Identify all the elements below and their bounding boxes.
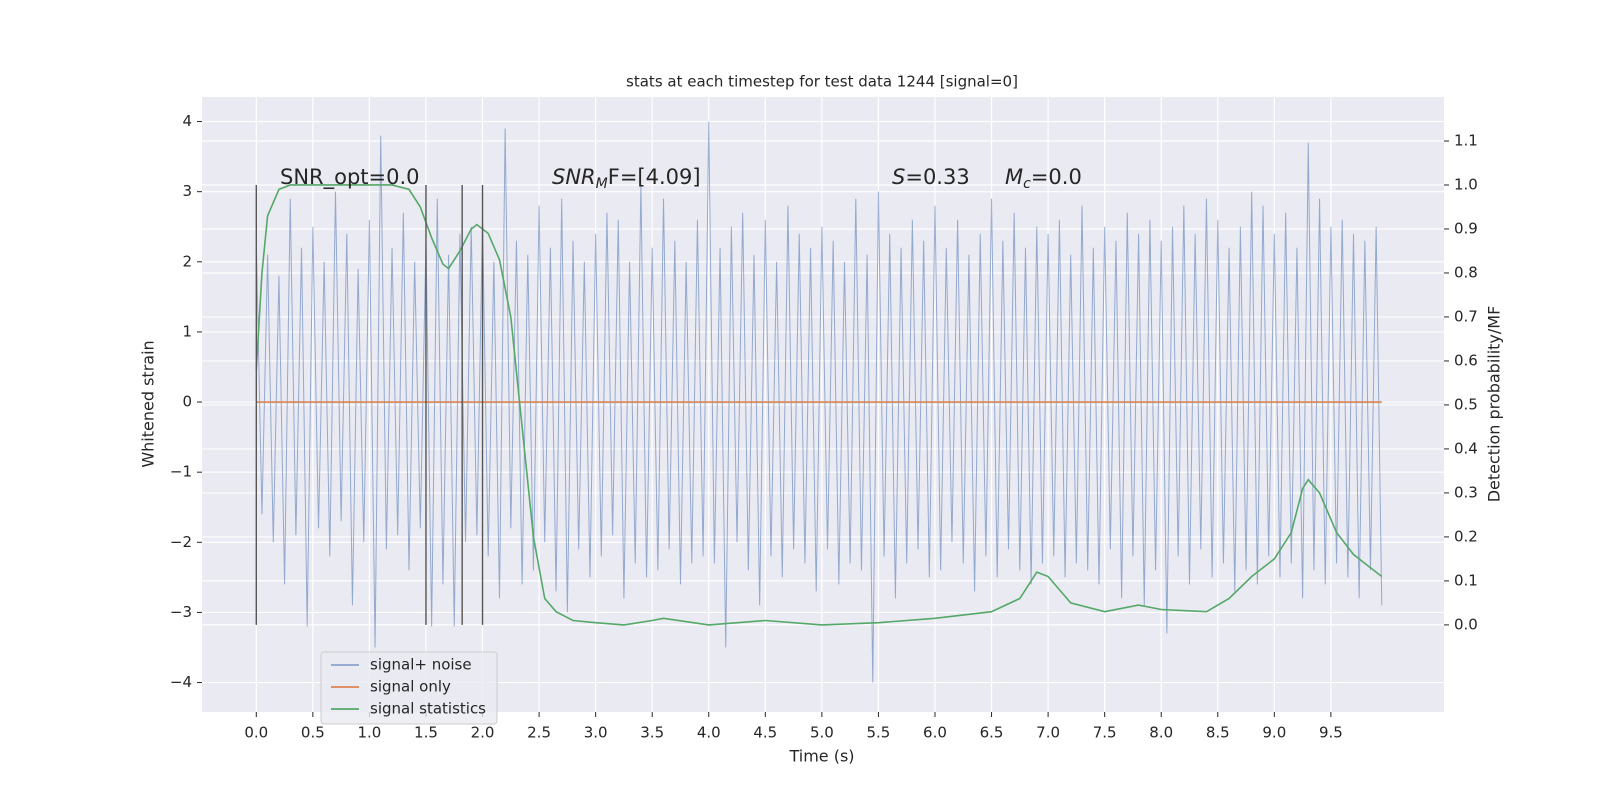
x-tick-label: 1.5 <box>414 724 438 742</box>
y2-tick-label: 0.9 <box>1454 219 1478 237</box>
ticks: 0.0 0.5 1.0 1.5 2.0 2.5 3.0 3.5 4.0 4.5 5.0 5.5 6.0 6… <box>170 112 1478 741</box>
legend-box <box>320 651 498 725</box>
x-tick-label: 9.5 <box>1319 724 1343 742</box>
y2-tick-label: 1.1 <box>1454 131 1478 149</box>
y-tick-label: 1 <box>182 322 192 340</box>
y-tick-label: −1 <box>170 463 192 481</box>
annotation-tail: F=[4.09] <box>608 165 701 189</box>
y-tick-label: 3 <box>182 182 192 200</box>
annotation: S=0.33 <box>892 165 970 189</box>
legend: signal+ noise signal only signal statistic… <box>320 651 498 725</box>
x-tick-label: 6.0 <box>923 724 947 742</box>
y2-tick-label: 0.0 <box>1454 615 1478 633</box>
y2-tick-label: 0.8 <box>1454 263 1478 281</box>
y-tick-label: 2 <box>182 252 192 270</box>
legend-label: signal statistics <box>370 700 486 718</box>
annotation-tail: =0.0 <box>1031 165 1082 189</box>
y-tick-label: 0 <box>182 393 192 411</box>
y2-tick-label: 1.0 <box>1454 175 1478 193</box>
x-tick-label: 5.5 <box>866 724 890 742</box>
series-line <box>255 184 1383 626</box>
y2-tick-label: 0.7 <box>1454 307 1478 325</box>
annotation: SNRMF=[4.09] <box>552 165 701 192</box>
x-tick-label: 4.5 <box>753 724 777 742</box>
y2-tick-label: 0.5 <box>1454 395 1478 413</box>
x-tick-label: 7.5 <box>1093 724 1117 742</box>
y2-tick-label: 0.1 <box>1454 571 1478 589</box>
y-tick-label: −2 <box>170 533 192 551</box>
annotation-sub: c <box>1023 176 1031 192</box>
x-tick-label: 8.5 <box>1206 724 1230 742</box>
annotation-base: SNR <box>552 165 596 189</box>
y-axis-label: Whitened strain <box>139 340 158 467</box>
series-line <box>255 121 1383 683</box>
annotations: SNR_opt=0.0 SNRMF=[4.09] S=0.33 Mc=0.0 <box>280 165 1082 192</box>
x-axis-label: Time (s) <box>788 747 854 766</box>
x-tick-label: 5.0 <box>810 724 834 742</box>
x-tick-label: 4.0 <box>697 724 721 742</box>
y-tick-label: 4 <box>182 112 192 130</box>
x-tick-label: 3.0 <box>584 724 608 742</box>
x-tick-label: 2.0 <box>471 724 495 742</box>
y2-axis-label: Detection probability/MF <box>1485 306 1504 503</box>
annotation: SNR_opt=0.0 <box>280 165 420 190</box>
y-tick-label: −3 <box>170 603 192 621</box>
x-tick-label: 2.5 <box>527 724 551 742</box>
x-tick-label: 8.0 <box>1149 724 1173 742</box>
annotation-sub: M <box>596 176 608 192</box>
x-tick-label: 7.0 <box>1036 724 1060 742</box>
legend-label: signal+ noise <box>370 656 472 674</box>
annotation-text: SNR_opt=0.0 <box>280 165 420 190</box>
x-tick-label: 0.5 <box>301 724 325 742</box>
annotation-base: S <box>892 165 905 189</box>
y2-tick-label: 0.6 <box>1454 351 1478 369</box>
x-tick-label: 9.0 <box>1262 724 1286 742</box>
y2-tick-label: 0.3 <box>1454 483 1478 501</box>
x-tick-label: 6.5 <box>980 724 1004 742</box>
annotation-base: M <box>1005 165 1023 189</box>
annotation: Mc=0.0 <box>1005 165 1082 192</box>
y2-tick-label: 0.4 <box>1454 439 1478 457</box>
x-tick-label: 1.0 <box>357 724 381 742</box>
y2-tick-label: 0.2 <box>1454 527 1478 545</box>
x-tick-label: 3.5 <box>640 724 664 742</box>
x-tick-label: 0.0 <box>244 724 268 742</box>
y-tick-label: −4 <box>170 673 192 691</box>
annotation-tail: =0.33 <box>905 165 969 189</box>
legend-label: signal only <box>370 678 451 696</box>
chart-title: stats at each timestep for test data 124… <box>626 73 1018 91</box>
marks <box>255 121 1383 683</box>
